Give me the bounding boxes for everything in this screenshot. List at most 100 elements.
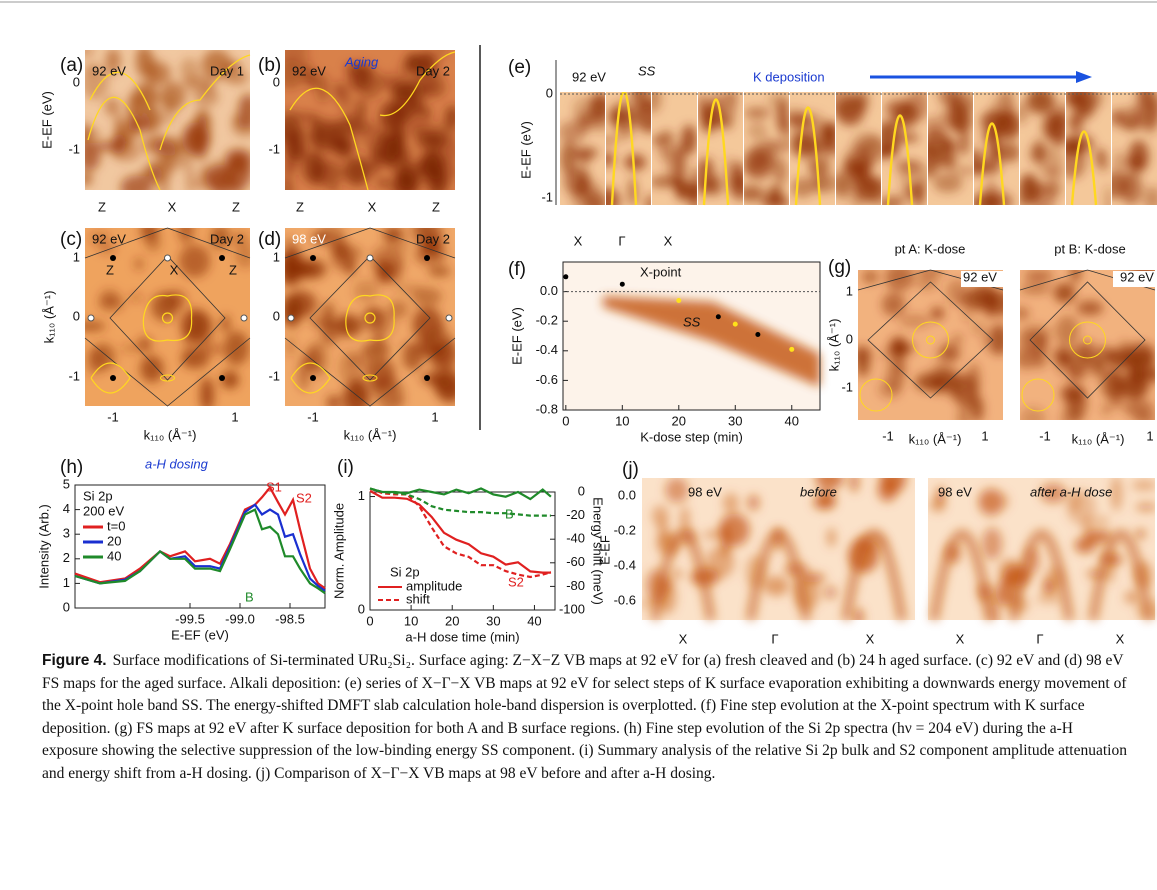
y-tick-label: 0 [273,74,280,89]
blob [974,161,999,175]
point [789,346,795,352]
annotation: B [505,506,514,521]
blob [321,302,335,331]
blob [329,183,339,190]
blob [1020,324,1052,341]
blob [420,82,436,95]
x-tick-label: 0 [562,413,569,428]
blob [639,102,651,112]
y2-axis-label: Energy shift (meV) [591,497,606,605]
blob [827,528,836,547]
x-tick-label: X [866,631,875,645]
y-axis-label: E-EF [597,535,612,565]
blob [1112,150,1125,178]
band [1088,529,1154,621]
blob [137,337,152,352]
legend-label: shift [406,591,430,606]
blob [680,506,690,535]
blob [1036,593,1062,604]
blob [383,101,407,112]
blob [747,122,768,140]
k-point [287,314,295,322]
annotation: S1 [266,479,282,494]
y-axis-label: E-EF (eV) [518,121,533,179]
x-axis-label: a-H dose time (min) [405,629,519,644]
x-tick-label: X [1116,631,1125,645]
blob [767,185,783,203]
blob [316,73,329,103]
blob [140,355,164,383]
blob [1092,516,1110,526]
x-tick-label: 20 [445,613,459,628]
x-axis-label: k₁₁₀ (Å⁻¹) [909,431,962,446]
blob [882,145,899,157]
blob [362,341,390,359]
x-tick-label: Z [98,199,106,214]
blob [85,322,106,331]
panel-label: (e) [508,57,531,78]
blob [376,311,396,336]
overlay-curve [87,96,161,191]
blob [105,50,121,74]
y-tick-label: -0.4 [614,557,636,572]
blob [301,61,311,83]
blob [285,176,294,190]
condition-label: before [800,484,837,499]
blob [930,307,945,320]
blob [1110,478,1123,512]
blob [339,350,361,386]
blob [1104,184,1111,205]
blob [238,93,250,129]
blob [369,143,383,175]
blob [85,64,109,100]
panel-label: (b) [258,55,281,76]
blob [298,259,327,279]
blob [383,228,402,242]
condition-label: after a-H dose [1030,484,1112,499]
blob [285,160,296,176]
heatmap-texture [1020,92,1065,205]
blob [414,245,447,265]
blob [915,275,938,291]
y-tick-label: -1 [68,141,80,156]
x-tick-label: Z [432,199,440,214]
heatmap [1066,92,1111,205]
y-tick-label: -0.2 [614,522,636,537]
caption-label: Figure 4. [42,652,107,669]
fs-contour [1021,378,1055,412]
plot-frame [74,484,326,609]
plot-frame [369,491,556,611]
line [74,508,326,595]
fs-contour [362,374,378,382]
blob [981,527,1003,560]
annotation: S2 [508,574,524,589]
y-tick-label: 1 [273,249,280,264]
y-axis-label: E-EF (eV) [509,307,524,365]
heatmap [882,92,927,205]
day-label: Day 2 [210,231,244,246]
blob [884,99,916,119]
y-axis-label: E-EF (eV) [39,91,54,149]
blob [957,407,970,420]
blob [610,100,638,130]
blob [644,194,651,205]
blob [193,176,221,190]
legend-label: amplitude [406,578,462,593]
blob [394,284,423,293]
overlay-curve [1070,130,1098,206]
band [650,529,716,621]
point-label: Z [106,262,114,277]
point [563,274,569,280]
y-tick-label: 2 [63,550,70,565]
band [1009,529,1074,621]
blob [807,156,831,175]
y-tick-label: 0.0 [618,487,636,502]
blob [1124,590,1141,604]
blob [370,245,400,274]
blob [773,158,788,186]
annotation: SS [683,314,701,329]
y-tick-label: 0 [358,601,365,616]
blob [90,343,116,371]
heatmap-texture [882,92,927,205]
blob [560,141,578,175]
